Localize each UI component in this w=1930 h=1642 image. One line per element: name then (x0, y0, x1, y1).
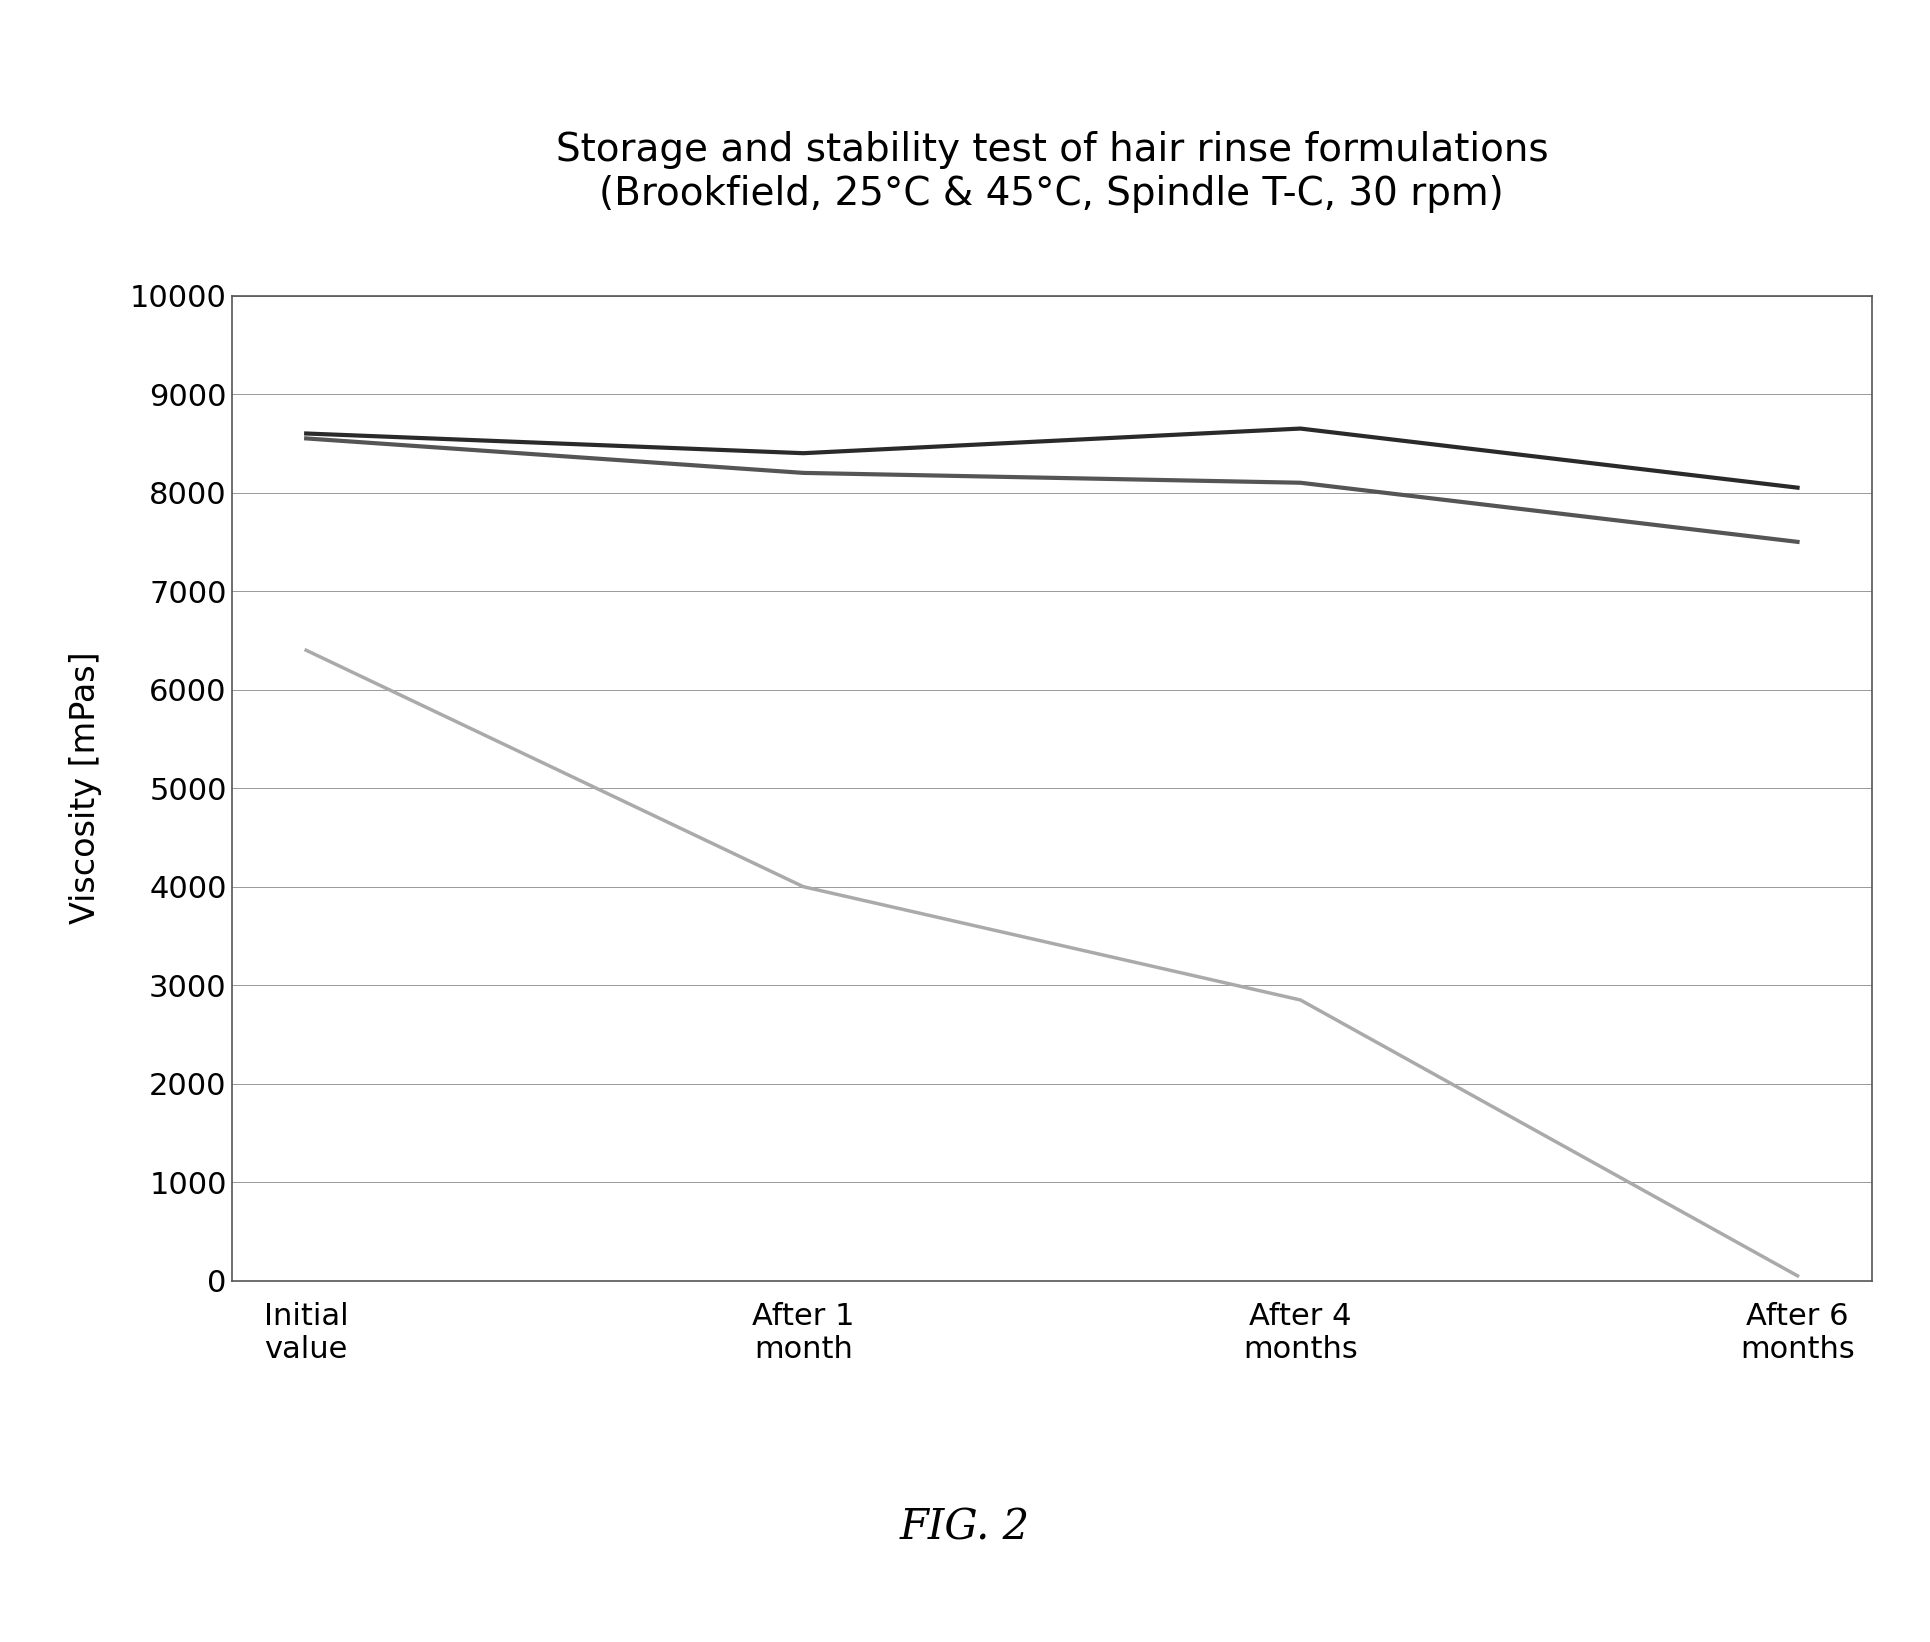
Y-axis label: Viscosity [mPas]: Viscosity [mPas] (69, 652, 102, 924)
Text: FIG. 2: FIG. 2 (899, 1506, 1031, 1548)
Text: Storage and stability test of hair rinse formulations
(Brookfield, 25°C & 45°C, : Storage and stability test of hair rinse… (556, 131, 1548, 213)
